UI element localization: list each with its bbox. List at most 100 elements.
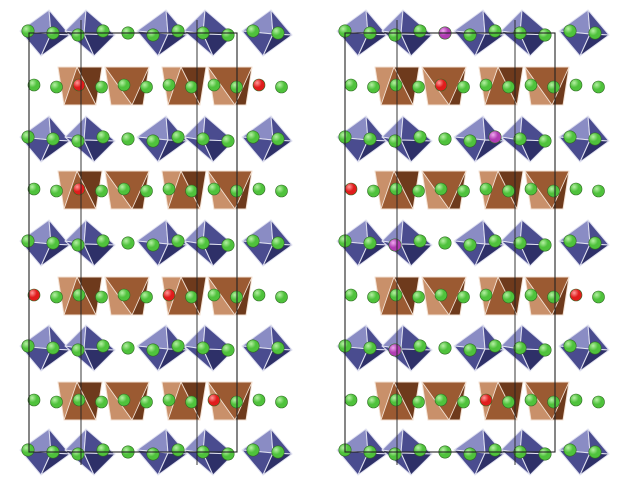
red-atom [344,182,358,196]
green-atom [117,182,131,196]
green-atom [524,393,538,407]
green-atom [96,24,110,38]
green-atom [207,182,221,196]
green-atom [140,80,153,94]
tetrahedron [207,66,253,106]
magenta-atom [488,130,502,144]
green-atom [27,182,41,196]
green-atom [221,447,235,461]
green-atom [547,290,560,304]
green-atom [434,393,448,407]
green-atom [271,26,285,40]
green-atom [388,447,402,461]
octahedron [453,115,505,163]
green-atom [46,132,60,146]
green-atom [488,443,502,457]
green-atom [502,80,515,94]
green-atom [140,184,153,198]
green-atom [271,236,285,250]
green-atom [457,184,470,198]
green-atom [252,393,266,407]
magenta-atom [388,343,402,357]
green-atom [502,184,515,198]
green-atom [344,78,358,92]
magenta-atom [388,238,402,252]
green-atom [488,24,502,38]
green-atom [117,393,131,407]
red-atom [72,182,86,196]
red-atom [162,288,176,302]
tetrahedron [207,276,253,316]
green-atom [146,343,160,357]
green-atom [463,28,477,42]
green-atom [538,28,552,42]
green-atom [363,236,377,250]
green-atom [96,339,110,353]
unit-cell-outline [344,32,556,453]
green-atom [146,28,160,42]
green-atom [388,134,402,148]
green-atom [72,288,86,302]
green-atom [479,78,493,92]
green-atom [434,288,448,302]
green-atom [588,236,602,250]
green-atom [121,132,135,146]
green-atom [271,445,285,459]
green-atom [463,447,477,461]
green-atom [592,80,605,94]
green-atom [95,290,108,304]
green-atom [96,130,110,144]
green-atom [271,341,285,355]
green-atom [185,395,198,409]
green-atom [185,184,198,198]
green-atom [502,395,515,409]
green-atom [563,234,577,248]
green-atom [207,288,221,302]
green-atom [438,236,452,250]
green-atom [569,182,583,196]
unit-cell-outline [28,32,238,453]
green-atom [171,234,185,248]
green-atom [95,80,108,94]
green-atom [275,184,288,198]
green-atom [171,443,185,457]
green-atom [27,393,41,407]
green-atom [146,238,160,252]
green-atom [271,132,285,146]
green-atom [221,238,235,252]
green-atom [344,393,358,407]
green-atom [246,234,260,248]
green-atom [96,443,110,457]
green-atom [412,395,425,409]
green-atom [162,182,176,196]
octahedron [453,219,505,267]
green-atom [389,78,403,92]
green-atom [221,28,235,42]
green-atom [50,290,63,304]
green-atom [592,395,605,409]
green-atom [117,288,131,302]
green-atom [513,132,527,146]
green-atom [117,78,131,92]
green-atom [563,339,577,353]
green-atom [412,290,425,304]
green-atom [488,339,502,353]
green-atom [524,78,538,92]
green-atom [592,290,605,304]
red-atom [569,288,583,302]
green-atom [524,288,538,302]
tetrahedron [524,381,570,421]
green-atom [71,343,85,357]
tetrahedron [524,276,570,316]
green-atom [588,445,602,459]
green-atom [171,24,185,38]
green-atom [71,134,85,148]
green-atom [71,28,85,42]
green-atom [569,78,583,92]
red-atom [207,393,221,407]
green-atom [463,238,477,252]
green-atom [171,339,185,353]
green-atom [538,343,552,357]
green-atom [95,184,108,198]
